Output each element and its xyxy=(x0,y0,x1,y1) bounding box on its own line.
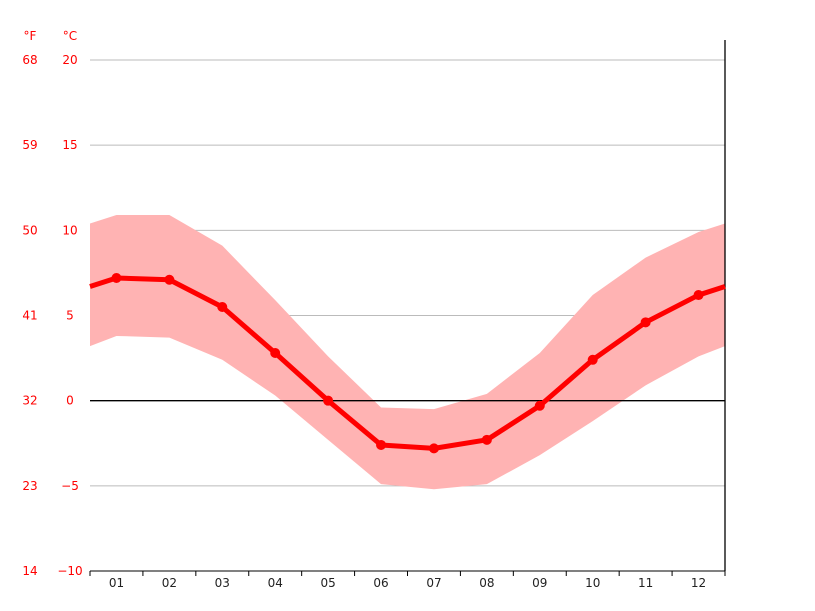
temperature-range-band xyxy=(90,215,725,490)
x-axis-tick-labels: 01 02 03 04 05 06 07 08 09 10 11 12 xyxy=(109,576,706,590)
x-tick-label: 08 xyxy=(479,576,494,590)
x-tick-label: 09 xyxy=(532,576,547,590)
data-point xyxy=(481,434,492,445)
data-point xyxy=(270,347,281,358)
fahrenheit-tick-label: 23 xyxy=(22,479,37,493)
data-point xyxy=(428,443,439,454)
x-tick-label: 05 xyxy=(320,576,335,590)
fahrenheit-tick-label: 14 xyxy=(22,564,37,578)
y-axis-tick-labels: 20 68 15 59 10 50 5 41 0 32 −5 23 −10 14 xyxy=(22,53,82,578)
x-tick-label: 12 xyxy=(691,576,706,590)
x-tick-label: 01 xyxy=(109,576,124,590)
data-point xyxy=(217,301,228,312)
celsius-tick-label: 20 xyxy=(62,53,77,67)
x-tick-label: 07 xyxy=(426,576,441,590)
fahrenheit-tick-label: 68 xyxy=(22,53,37,67)
fahrenheit-tick-label: 32 xyxy=(22,394,37,408)
x-tick-label: 03 xyxy=(215,576,230,590)
data-point xyxy=(587,354,598,365)
data-point xyxy=(323,395,334,406)
fahrenheit-unit-label: °F xyxy=(24,29,37,43)
x-tick-label: 06 xyxy=(373,576,388,590)
celsius-unit-label: °C xyxy=(63,29,77,43)
celsius-tick-label: 5 xyxy=(66,309,74,323)
data-point xyxy=(164,274,175,285)
data-point xyxy=(640,317,651,328)
celsius-tick-label: −10 xyxy=(57,564,82,578)
celsius-tick-label: 10 xyxy=(62,223,77,237)
mean-temperature-line xyxy=(89,275,726,451)
fahrenheit-tick-label: 50 xyxy=(22,223,37,237)
celsius-tick-label: 0 xyxy=(66,394,74,408)
fahrenheit-tick-label: 59 xyxy=(22,138,37,152)
data-point xyxy=(534,400,545,411)
data-point xyxy=(693,290,704,301)
x-tick-label: 02 xyxy=(162,576,177,590)
data-point xyxy=(111,273,122,284)
fahrenheit-tick-label: 41 xyxy=(22,309,37,323)
celsius-tick-label: 15 xyxy=(62,138,77,152)
data-point xyxy=(376,439,387,450)
celsius-tick-label: −5 xyxy=(61,479,79,493)
x-axis-ticks xyxy=(89,571,726,576)
data-points xyxy=(111,273,704,454)
x-tick-label: 11 xyxy=(638,576,653,590)
x-tick-label: 10 xyxy=(585,576,600,590)
x-tick-label: 04 xyxy=(268,576,283,590)
